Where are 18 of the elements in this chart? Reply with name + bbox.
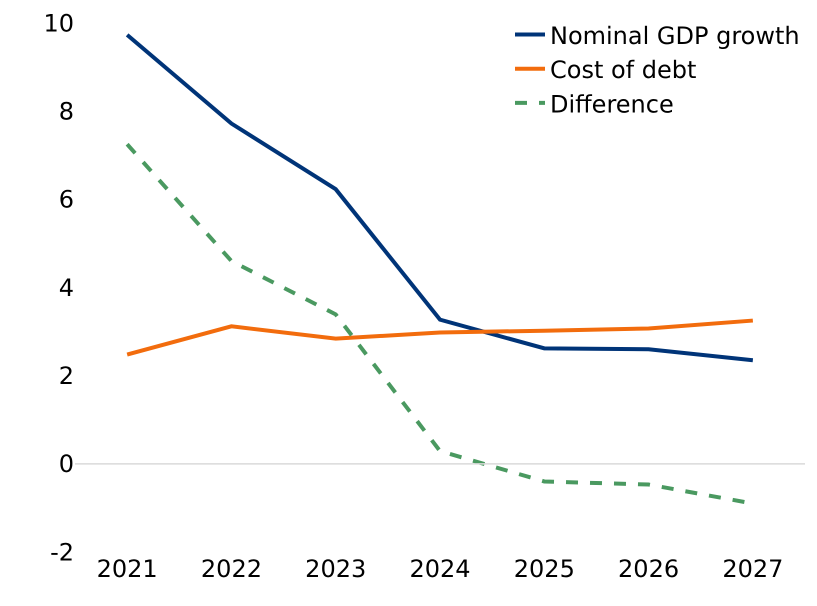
legend-label: Nominal GDP growth <box>550 22 800 50</box>
legend-label: Cost of debt <box>550 56 696 84</box>
x-tick-label: 2027 <box>722 555 784 583</box>
x-tick-label: 2022 <box>200 555 262 583</box>
line-series <box>125 318 755 357</box>
x-tick-label: 2021 <box>96 555 158 583</box>
y-tick-label: 10 <box>43 9 74 38</box>
legend-label: Difference <box>550 90 674 118</box>
x-tick-label: 2025 <box>514 555 575 583</box>
y-tick-label: 2 <box>58 362 74 390</box>
y-tick-label: 4 <box>58 274 74 302</box>
y-tick-label: 0 <box>58 450 74 478</box>
x-tick-label: 2023 <box>305 555 366 583</box>
x-tick-label: 2024 <box>409 555 471 583</box>
x-tick-label: 2026 <box>618 555 680 583</box>
y-tick-label: 8 <box>58 98 74 126</box>
y-tick-label: 6 <box>58 186 74 214</box>
y-tick-label: -2 <box>50 538 74 566</box>
